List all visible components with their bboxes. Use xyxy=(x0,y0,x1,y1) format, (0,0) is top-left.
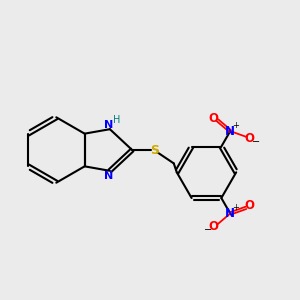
Text: O: O xyxy=(245,199,255,212)
Text: +: + xyxy=(232,203,239,212)
Text: N: N xyxy=(225,124,235,138)
Text: O: O xyxy=(245,132,255,146)
Text: N: N xyxy=(104,120,113,130)
Text: +: + xyxy=(232,121,239,130)
Text: O: O xyxy=(209,112,219,124)
Text: −: − xyxy=(252,137,260,147)
Text: S: S xyxy=(150,143,159,157)
Text: O: O xyxy=(209,220,219,233)
Text: N: N xyxy=(225,207,235,220)
Text: N: N xyxy=(104,171,113,181)
Text: −: − xyxy=(204,225,212,235)
Text: H: H xyxy=(113,115,120,125)
